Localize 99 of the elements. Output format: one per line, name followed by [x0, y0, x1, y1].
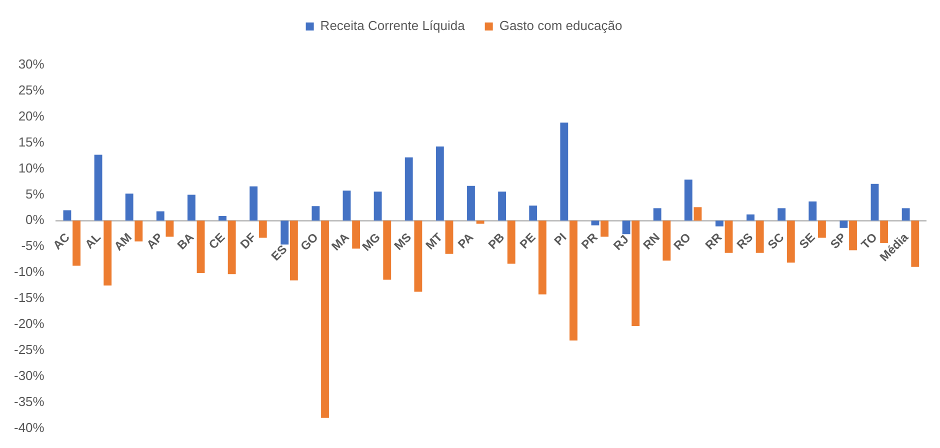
- bar: [187, 194, 196, 221]
- bar: [72, 220, 80, 266]
- bar: [840, 220, 848, 228]
- bar: [507, 220, 516, 264]
- y-tick-label: -35%: [14, 394, 45, 409]
- y-tick-label: 20%: [18, 108, 45, 124]
- bar: [196, 220, 205, 274]
- bar: [383, 220, 392, 280]
- y-tick-label: -10%: [14, 264, 45, 280]
- x-tick-label: SC: [765, 230, 787, 252]
- bar: [746, 214, 754, 221]
- bar: [250, 186, 258, 221]
- bar: [653, 208, 662, 221]
- y-tick-label: 0%: [26, 212, 45, 228]
- x-tick-label: MS: [391, 230, 414, 253]
- x-tick-label: PE: [517, 230, 538, 252]
- bar: [622, 220, 630, 234]
- bar: [280, 220, 289, 245]
- bar: [662, 220, 671, 261]
- x-tick-label: GO: [298, 230, 321, 254]
- bar: [529, 206, 538, 221]
- legend-label: Gasto com educação: [499, 18, 622, 34]
- bar: [808, 201, 817, 221]
- legend-label: Receita Corrente Líquida: [320, 18, 466, 34]
- x-tick-label: PI: [551, 230, 570, 248]
- bar: [125, 194, 134, 221]
- bar: [94, 154, 102, 221]
- bar: [321, 220, 329, 418]
- x-tick-label: AP: [144, 230, 166, 252]
- y-tick-label: -20%: [14, 316, 45, 332]
- bar: [156, 211, 164, 221]
- bar: [436, 146, 444, 221]
- bar: [312, 206, 320, 221]
- bar: [134, 220, 143, 242]
- bar: [911, 220, 920, 267]
- y-tick-label: -40%: [14, 420, 45, 435]
- x-tick-label: PR: [578, 230, 601, 252]
- y-tick-label: -30%: [14, 368, 45, 383]
- bar: [538, 220, 546, 294]
- bar: [218, 216, 226, 221]
- y-tick-label: -15%: [14, 290, 45, 306]
- bar: [290, 220, 298, 280]
- x-tick-label: RJ: [610, 232, 632, 253]
- bar: [414, 220, 422, 292]
- y-tick-label: -25%: [14, 342, 45, 357]
- y-tick-label: -5%: [21, 238, 45, 254]
- bar: [228, 220, 236, 274]
- bar: [716, 220, 724, 226]
- bar: [778, 208, 786, 221]
- x-tick-label: MG: [359, 230, 383, 254]
- bar: [570, 220, 578, 341]
- y-tick-label: 15%: [18, 134, 45, 150]
- x-tick-label: SE: [796, 230, 818, 252]
- bar: [166, 220, 174, 237]
- bar: [632, 220, 640, 326]
- x-tick-label: BA: [174, 230, 197, 252]
- bar: [600, 220, 608, 237]
- bar: [342, 190, 351, 221]
- x-tick-label: TO: [858, 230, 880, 252]
- bar: [467, 186, 475, 221]
- x-tick-label: MA: [328, 230, 352, 254]
- x-tick-label: MT: [422, 230, 446, 252]
- x-tick-label: RS: [734, 230, 756, 252]
- x-tick-label: ES: [268, 242, 290, 264]
- bar: [560, 122, 568, 221]
- x-tick-label: AL: [82, 230, 104, 252]
- bar: [870, 184, 879, 221]
- bar: [404, 157, 413, 221]
- bar: [476, 220, 484, 224]
- y-tick-label: 25%: [18, 82, 45, 98]
- y-tick-label: 5%: [26, 186, 45, 202]
- bar: [684, 180, 692, 221]
- x-tick-label: PA: [455, 230, 476, 252]
- bar: [104, 220, 112, 286]
- bar: [374, 192, 382, 221]
- bar: [786, 220, 795, 263]
- bar: [849, 220, 857, 250]
- bar: [498, 192, 506, 221]
- bar: [818, 220, 826, 238]
- bar: [258, 220, 267, 238]
- bar: [724, 220, 733, 253]
- bar: [591, 220, 600, 226]
- y-tick-label: 30%: [18, 56, 45, 72]
- bar: [352, 220, 360, 249]
- x-tick-label: RN: [640, 230, 662, 252]
- bar: [902, 208, 910, 221]
- x-tick-label: AC: [50, 230, 73, 252]
- x-tick-label: RR: [702, 230, 725, 252]
- x-tick-label: RO: [670, 230, 694, 253]
- x-tick-label: AM: [111, 230, 134, 254]
- x-tick-label: PB: [485, 230, 508, 252]
- bar: [445, 220, 454, 254]
- x-tick-label: CE: [206, 230, 228, 252]
- bar: [756, 220, 764, 253]
- x-tick-label: DF: [237, 230, 259, 252]
- x-tick-label: SP: [828, 230, 849, 252]
- bar: [694, 207, 702, 221]
- y-tick-label: 10%: [18, 160, 45, 176]
- bar: [63, 210, 72, 221]
